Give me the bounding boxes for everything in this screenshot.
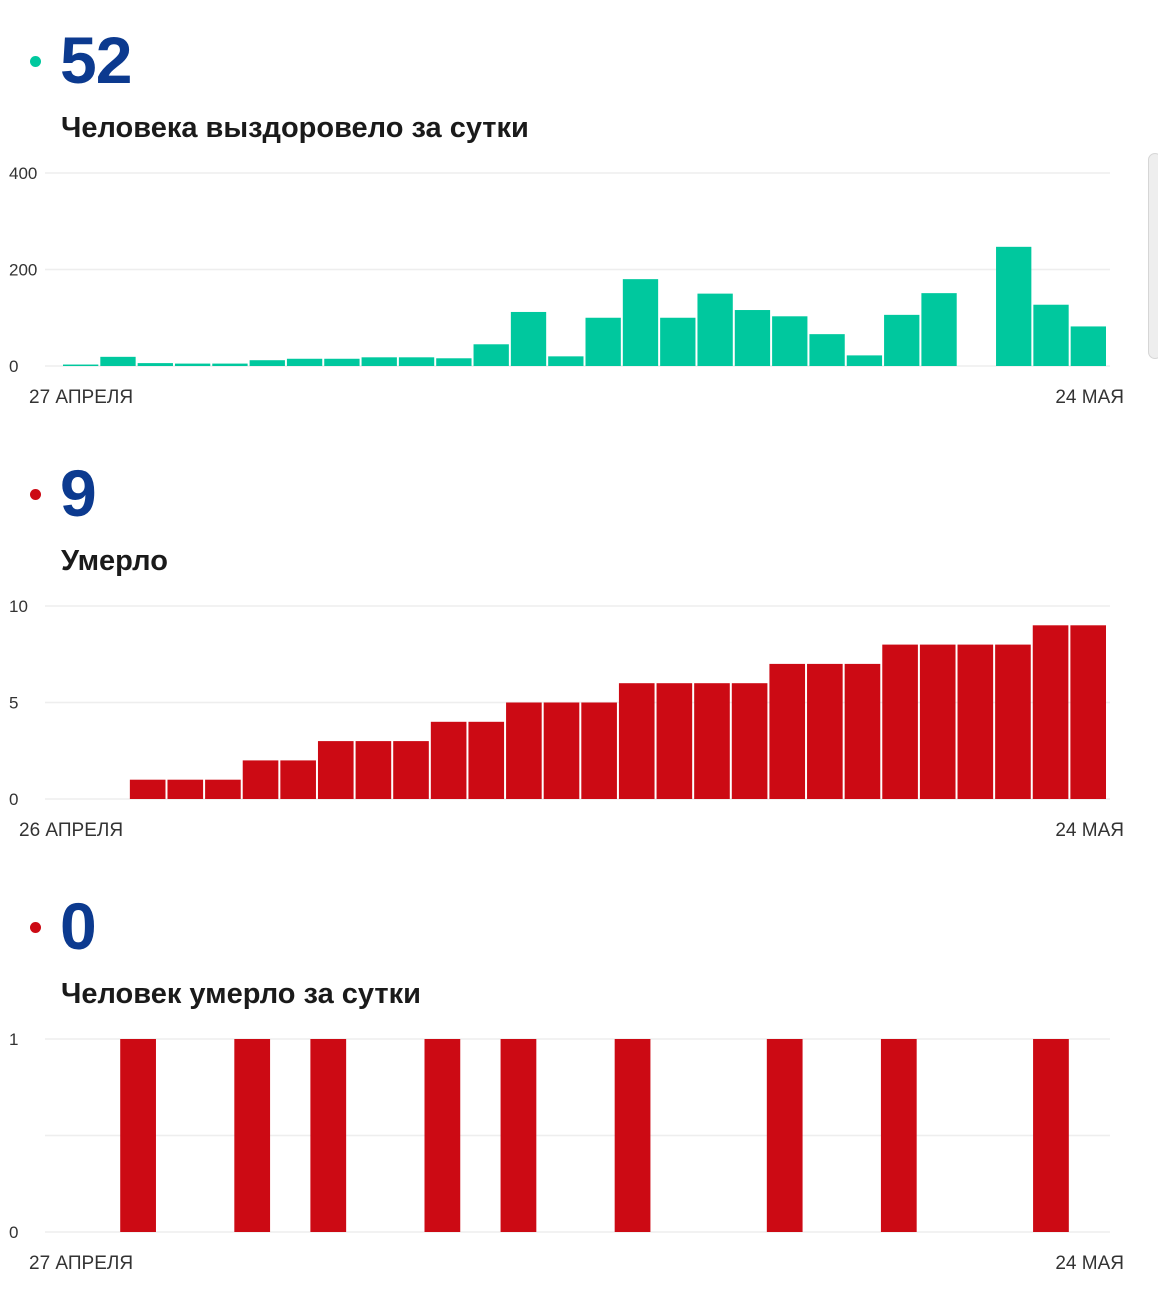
deaths-daily-panel: 0 Человек умерло за сутки 0 1 27 АПРЕЛЯ 24 … (0, 866, 1158, 1299)
bar (656, 683, 693, 799)
bar (310, 1039, 347, 1232)
recovered-subtitle: Человека выздоровело за сутки (61, 112, 529, 144)
bar (317, 741, 354, 799)
x-end-label: 24 МАЯ (1055, 387, 1124, 408)
bar (772, 316, 808, 366)
bar (884, 314, 920, 366)
bar (622, 279, 659, 366)
x-start-label: 26 АПРЕЛЯ (19, 820, 123, 841)
bar (660, 317, 696, 366)
bar (957, 644, 994, 799)
bar (120, 1039, 156, 1232)
bar (129, 779, 166, 799)
bar (880, 1039, 917, 1232)
bar (846, 355, 883, 366)
bar (734, 310, 771, 366)
bar (167, 779, 204, 799)
deaths-total-chart: 0 5 10 26 АПРЕЛЯ 24 МАЯ (9, 597, 1124, 841)
bar (921, 293, 957, 366)
deaths-daily-subtitle: Человек умерло за сутки (61, 978, 421, 1010)
y-tick-label: 5 (9, 694, 18, 713)
deaths-total-subtitle: Умерло (61, 545, 168, 577)
deaths-total-count: 9 (60, 456, 97, 530)
bar (844, 663, 881, 799)
y-tick-label: 400 (9, 164, 37, 183)
bar (996, 246, 1032, 366)
bar (995, 644, 1031, 799)
bar (1070, 326, 1106, 366)
x-end-label: 24 МАЯ (1055, 1253, 1124, 1274)
bar (697, 293, 733, 366)
bar (500, 1039, 537, 1232)
bar (468, 721, 505, 799)
bar (1070, 625, 1106, 799)
bar (361, 357, 397, 366)
y-tick-label: 200 (9, 261, 37, 280)
bar (694, 683, 730, 799)
recovered-count: 52 (60, 23, 132, 97)
bar (63, 364, 99, 366)
bar (809, 334, 845, 366)
bar (919, 644, 956, 799)
bar (398, 357, 435, 366)
bar (249, 360, 285, 366)
bar (548, 356, 584, 366)
bar (242, 760, 279, 799)
bar (137, 363, 173, 366)
bar (543, 702, 580, 799)
y-tick-label: 0 (9, 790, 18, 809)
bar (581, 702, 617, 799)
bar (286, 358, 323, 366)
deaths-total-dot-icon (30, 489, 41, 500)
bar (212, 363, 248, 366)
deaths-total-panel: 9 Умерло 0 5 10 26 АПРЕЛЯ 24 МАЯ (0, 433, 1158, 866)
deaths-daily-count: 0 (60, 889, 97, 963)
bar (393, 741, 429, 799)
bar (614, 1039, 651, 1232)
bar (766, 1039, 803, 1232)
bar (234, 1039, 271, 1232)
recovered-dot-icon (30, 56, 41, 67)
scrollbar-handle[interactable] (1148, 153, 1158, 359)
y-tick-label: 10 (9, 597, 28, 616)
bar (731, 683, 768, 799)
bar (100, 356, 136, 366)
bar (205, 779, 241, 799)
y-tick-label: 0 (9, 357, 18, 376)
bar (585, 317, 621, 366)
x-start-label: 27 АПРЕЛЯ (29, 1253, 133, 1274)
deaths-daily-dot-icon (30, 922, 41, 933)
recovered-panel: 52 Человека выздоровело за сутки 0 200 400… (0, 0, 1158, 433)
y-tick-label: 1 (9, 1030, 18, 1049)
bar (324, 358, 360, 366)
recovered-chart: 0 200 400 27 АПРЕЛЯ 24 МАЯ (9, 164, 1124, 408)
y-tick-label: 0 (9, 1223, 18, 1242)
bar (430, 721, 467, 799)
bar (506, 702, 542, 799)
bar (424, 1039, 461, 1232)
bar (1032, 625, 1069, 799)
bar (436, 358, 472, 366)
bar (473, 344, 509, 366)
bar (769, 663, 806, 799)
bar (1033, 304, 1069, 366)
bar (882, 644, 918, 799)
bar (618, 683, 655, 799)
bar (280, 760, 316, 799)
x-end-label: 24 МАЯ (1055, 820, 1124, 841)
deaths-daily-chart: 0 1 27 АПРЕЛЯ 24 МАЯ (9, 1030, 1124, 1274)
bar (174, 363, 211, 366)
bar (510, 311, 547, 366)
x-start-label: 27 АПРЕЛЯ (29, 387, 133, 408)
bar (807, 663, 843, 799)
bar (1033, 1039, 1069, 1232)
bar (355, 741, 392, 799)
